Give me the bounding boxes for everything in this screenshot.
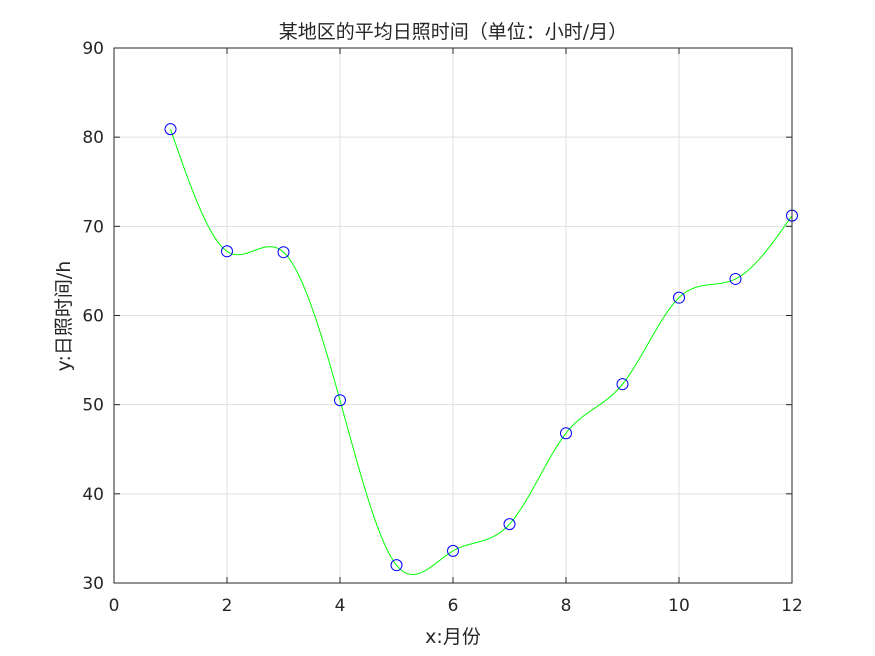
curve-layer xyxy=(170,128,793,575)
y-tick-label: 30 xyxy=(82,574,104,594)
data-point xyxy=(277,246,290,259)
data-point xyxy=(334,394,346,407)
x-tick-label: 4 xyxy=(335,596,346,616)
marker-layer xyxy=(164,123,798,572)
x-tick-label: 6 xyxy=(448,596,459,616)
x-tick-label: 12 xyxy=(781,596,803,616)
y-tick-label: 40 xyxy=(82,485,104,505)
data-point xyxy=(447,544,459,557)
x-tick-label: 8 xyxy=(561,596,572,616)
data-point xyxy=(560,427,572,440)
y-tick-label: 50 xyxy=(82,396,104,416)
y-axis-label: y:日照时间/h xyxy=(53,261,75,372)
data-point xyxy=(221,245,233,258)
data-point xyxy=(729,272,742,285)
data-point xyxy=(503,518,516,531)
data-point xyxy=(616,378,629,391)
y-tick-label: 90 xyxy=(82,39,104,59)
x-tick-label: 10 xyxy=(668,596,690,616)
x-axis-label: x:月份 xyxy=(425,626,481,648)
grid xyxy=(114,48,792,583)
series-curve xyxy=(170,128,793,575)
chart-title: 某地区的平均日照时间（单位：小时/月） xyxy=(279,21,627,43)
data-point xyxy=(164,123,177,136)
y-ticks: 30 40 50 60 70 80 90 xyxy=(82,39,792,594)
data-point xyxy=(390,559,403,572)
y-tick-label: 70 xyxy=(82,217,104,237)
y-tick-label: 80 xyxy=(82,128,104,148)
x-ticks: 0 2 4 6 8 10 12 xyxy=(109,48,803,616)
x-tick-label: 0 xyxy=(109,596,120,616)
x-tick-label: 2 xyxy=(222,596,233,616)
data-point xyxy=(673,291,685,304)
y-tick-label: 60 xyxy=(82,307,104,327)
